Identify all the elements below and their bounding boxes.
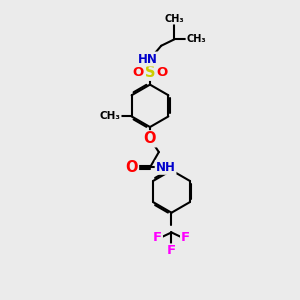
Text: F: F <box>153 231 162 244</box>
Text: CH₃: CH₃ <box>186 34 206 44</box>
Text: CH₃: CH₃ <box>100 111 121 122</box>
Text: O: O <box>156 66 167 79</box>
Text: O: O <box>125 160 138 175</box>
Text: CH₃: CH₃ <box>165 14 184 24</box>
Text: HN: HN <box>138 52 158 65</box>
Text: O: O <box>133 66 144 79</box>
Text: NH: NH <box>156 161 176 174</box>
Text: S: S <box>145 65 155 80</box>
Text: F: F <box>167 244 176 257</box>
Text: O: O <box>144 131 156 146</box>
Text: F: F <box>181 231 190 244</box>
